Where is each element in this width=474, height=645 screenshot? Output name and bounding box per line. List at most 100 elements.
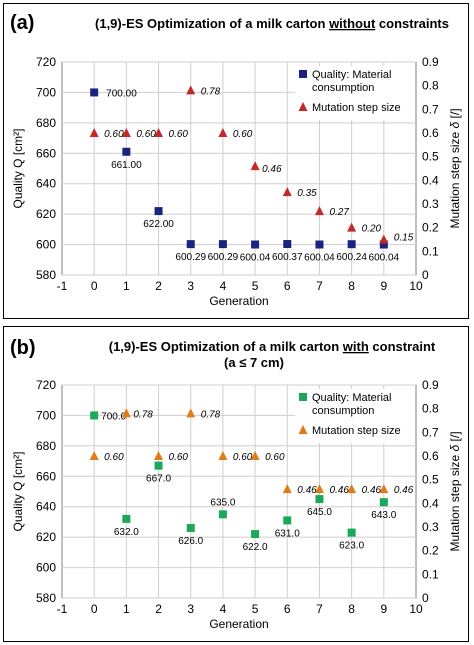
data-label-quality: 700.00 [106, 88, 137, 99]
x-tick-label: 5 [252, 602, 259, 616]
data-label-mutation: 0.60 [233, 129, 253, 140]
data-label-mutation: 0.46 [362, 485, 382, 496]
data-point-quality [154, 461, 163, 470]
chart-panel-b: (b) (1,9)-ES Optimization of a milk carto… [3, 326, 469, 642]
y2-tick-label: 0.8 [422, 79, 439, 93]
data-point-quality [251, 530, 260, 539]
chart-panel-a: (a) (1,9)-ES Optimization of a milk carto… [3, 3, 469, 319]
data-point-mutation [218, 128, 228, 137]
y-tick-label: 720 [36, 378, 56, 392]
data-point-mutation [89, 128, 99, 137]
data-point-mutation [186, 408, 196, 418]
y-tick-label: 600 [36, 238, 56, 252]
x-tick-label: 4 [220, 602, 227, 616]
data-label-quality: 700.0 [101, 411, 126, 422]
data-label-mutation: 0.15 [394, 233, 414, 244]
data-point-mutation [89, 451, 99, 460]
data-point-mutation [347, 222, 357, 232]
data-label-mutation: 0.60 [104, 129, 124, 140]
data-point-mutation [379, 234, 389, 244]
y2-axis-label-part: [/] [448, 108, 462, 121]
y2-tick-label: 0.9 [422, 55, 439, 69]
legend-entry: Mutation step size [312, 102, 401, 114]
y2-tick-label: 0.5 [422, 473, 439, 487]
y2-axis-label-part: [/] [448, 431, 462, 444]
y-tick-label: 720 [36, 55, 56, 69]
data-label-quality: 600.04 [240, 253, 271, 264]
data-label-quality: 600.29 [208, 252, 239, 263]
x-tick-label: 9 [380, 602, 387, 616]
data-label-quality: 661.00 [111, 160, 142, 171]
data-point-quality [315, 240, 324, 249]
data-label-quality: 600.37 [272, 252, 303, 263]
data-point-quality [379, 498, 388, 507]
x-tick-label: 8 [348, 279, 355, 293]
y2-tick-label: 0 [422, 591, 429, 605]
y2-axis-label-part: δ [448, 444, 462, 451]
data-label-mutation: 0.46 [329, 485, 349, 496]
data-point-quality [347, 528, 356, 537]
y2-tick-label: 0.4 [422, 496, 439, 510]
y2-tick-label: 0.1 [422, 567, 439, 581]
data-point-quality [90, 88, 99, 97]
panel-label: (a) [10, 12, 34, 34]
x-tick-label: -1 [57, 602, 68, 616]
y2-axis-label-part: Mutation step size [448, 128, 462, 228]
y2-tick-label: 0.4 [422, 173, 439, 187]
x-tick-label: 6 [284, 279, 291, 293]
data-label-mutation: 0.78 [201, 409, 221, 420]
data-label-mutation: 0.78 [201, 86, 221, 97]
data-point-mutation [282, 484, 292, 494]
y2-axis-label: Mutation step size δ [/] [448, 108, 462, 228]
chart-title: (1,9)-ES Optimization of a milk carton w… [95, 16, 449, 31]
data-point-quality [283, 516, 292, 525]
data-label-mutation: 0.60 [169, 129, 189, 140]
data-point-quality [122, 147, 131, 156]
legend-entry: consumption [312, 405, 374, 417]
chart-title-line2: (a ≤ 7 cm) [224, 355, 284, 370]
legend-box [295, 389, 415, 443]
data-point-quality [379, 240, 388, 249]
data-point-mutation [250, 451, 260, 460]
data-point-quality [315, 495, 324, 504]
x-tick-label: 7 [316, 602, 323, 616]
y2-tick-label: 0.3 [422, 197, 439, 211]
data-point-quality [122, 514, 131, 523]
data-point-quality [154, 207, 163, 216]
data-point-quality [251, 240, 260, 249]
chart-title-part: constraint [369, 339, 436, 354]
y2-axis-label: Mutation step size δ [/] [448, 431, 462, 551]
chart-title-part: (1,9)-ES Optimization of a milk carton [109, 339, 343, 354]
y-tick-label: 620 [36, 530, 56, 544]
x-tick-label: 8 [348, 602, 355, 616]
y-tick-label: 600 [36, 561, 56, 575]
data-point-quality [186, 240, 195, 249]
data-label-mutation: 0.60 [104, 452, 124, 463]
legend-entry: consumption [312, 82, 374, 94]
data-point-mutation [347, 484, 357, 494]
x-tick-label: 7 [316, 279, 323, 293]
data-label-quality: 626.0 [178, 536, 203, 547]
y2-tick-label: 0.2 [422, 544, 439, 558]
data-label-quality: 635.0 [210, 497, 235, 508]
chart-title-part: (1,9)-ES Optimization of a milk carton [95, 16, 329, 31]
x-tick-label: 4 [220, 279, 227, 293]
data-point-mutation [250, 161, 260, 171]
y2-tick-label: 0.1 [422, 244, 439, 258]
y-tick-label: 620 [36, 207, 56, 221]
data-point-mutation [282, 187, 292, 197]
chart-title-part: without [328, 16, 376, 31]
y2-tick-label: 0.7 [422, 425, 439, 439]
x-tick-label: 0 [91, 279, 98, 293]
x-tick-label: 10 [409, 602, 423, 616]
y2-tick-label: 0.9 [422, 378, 439, 392]
y-tick-label: 680 [36, 116, 56, 130]
data-label-quality: 622.0 [243, 542, 268, 553]
y2-tick-label: 0 [422, 268, 429, 282]
data-label-quality: 643.0 [371, 510, 396, 521]
data-label-quality: 632.0 [114, 527, 139, 538]
data-label-mutation: 0.46 [262, 164, 282, 175]
data-label-quality: 623.0 [339, 541, 364, 552]
y-tick-label: 580 [36, 591, 56, 605]
y-axis-label: Quality Q [cm²] [11, 128, 25, 208]
